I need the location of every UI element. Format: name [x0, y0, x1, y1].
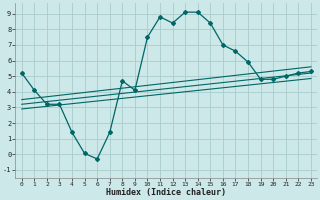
- X-axis label: Humidex (Indice chaleur): Humidex (Indice chaleur): [106, 188, 226, 197]
